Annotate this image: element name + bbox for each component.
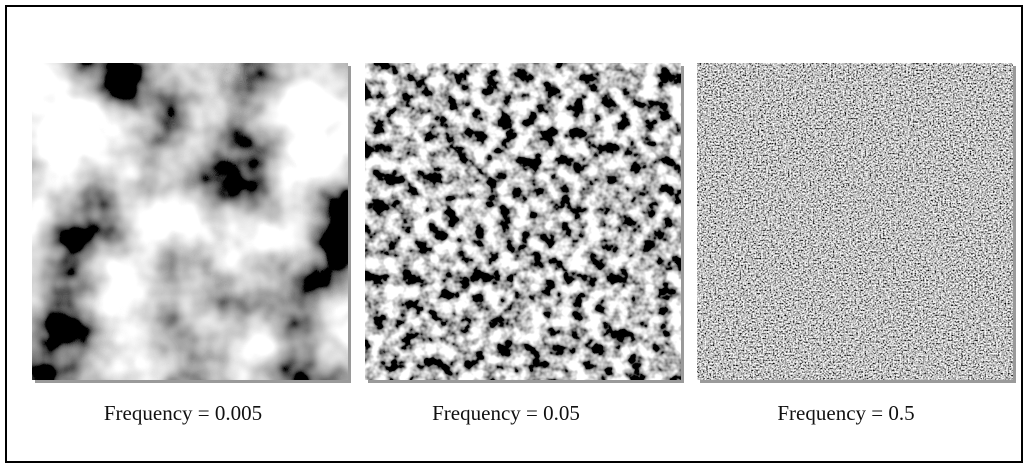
caption: Frequency = 0.005 [104,401,262,425]
caption: Frequency = 0.05 [432,401,580,425]
noise-image [697,63,1013,380]
noise-image [32,63,348,380]
noise-image [365,63,681,380]
caption: Frequency = 0.5 [777,401,914,425]
